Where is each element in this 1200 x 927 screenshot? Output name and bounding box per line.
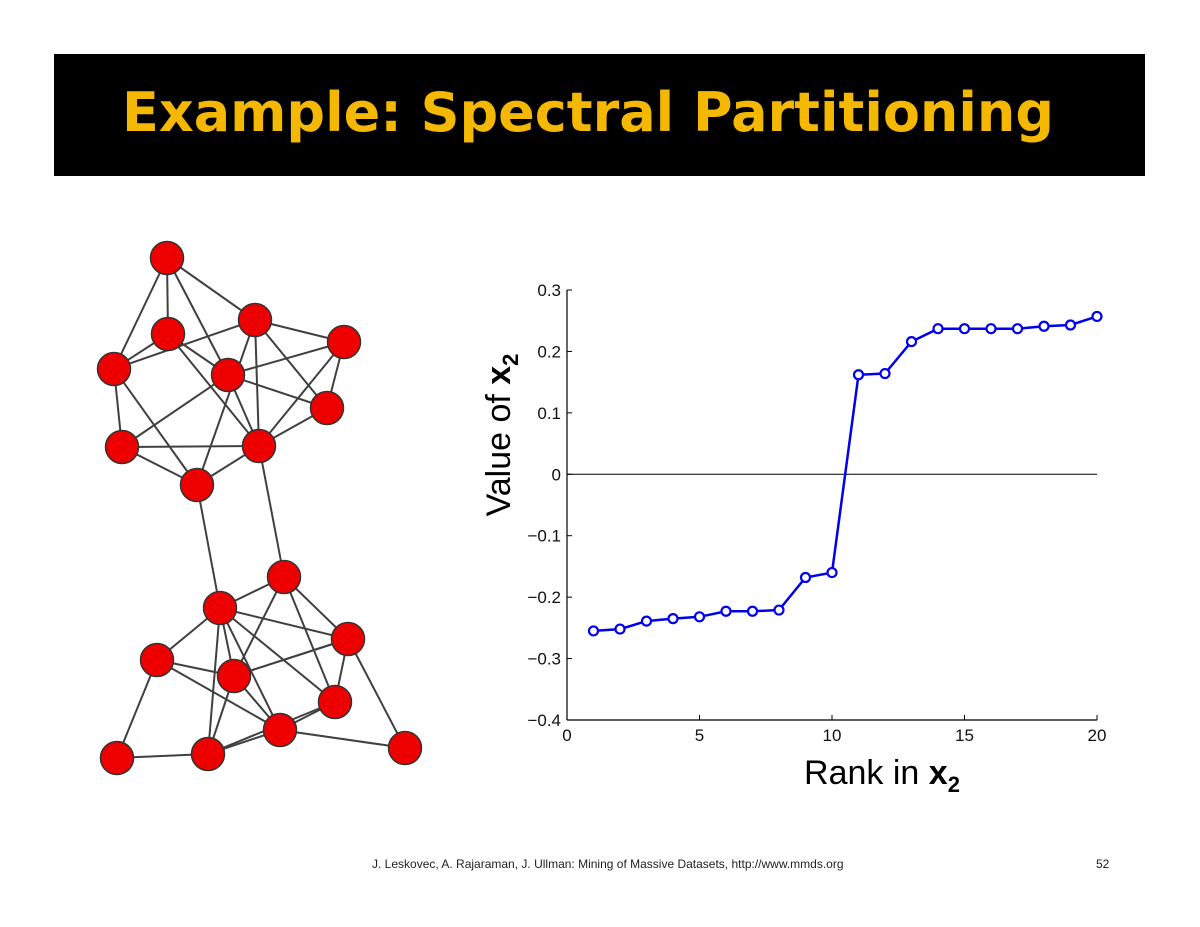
y-tick-label: −0.1 [527, 527, 561, 546]
data-point [773, 604, 785, 616]
chart-series [587, 310, 1103, 637]
graph-edge [347, 638, 406, 749]
graph-edge [121, 374, 229, 448]
y-tick-label: 0.3 [537, 281, 561, 300]
x-tick-label: 15 [955, 726, 974, 745]
graph-edge [233, 638, 349, 677]
graph-edge [219, 607, 281, 731]
data-point [799, 571, 812, 584]
page-number: 52 [1096, 857, 1110, 871]
graph-edge [233, 576, 285, 677]
graph-edge [167, 333, 260, 447]
graph-node [179, 467, 215, 503]
graph-node [317, 684, 353, 720]
y-tick-label: 0.1 [537, 404, 561, 423]
graph-edge [227, 341, 345, 376]
graph-node [104, 429, 140, 465]
data-point [985, 323, 997, 335]
graph-edge [219, 607, 349, 640]
graph-nodes [96, 240, 423, 776]
chart-axes [566, 290, 1097, 721]
graph-edge [207, 607, 221, 755]
data-point [1011, 323, 1024, 335]
graph-node [190, 736, 226, 772]
graph-node [96, 351, 132, 387]
graph-node [202, 590, 238, 626]
data-point [1064, 319, 1077, 331]
data-point [720, 605, 732, 617]
graph-edge [196, 484, 221, 609]
y-axis-label-text: Value of [480, 385, 518, 517]
data-point [1038, 320, 1050, 332]
data-point [826, 566, 838, 579]
data-point [932, 323, 944, 335]
graph-edge [227, 374, 328, 409]
graph-edge [254, 319, 328, 409]
graph-edge [116, 659, 158, 759]
series-line [593, 315, 1098, 633]
data-point [879, 367, 891, 380]
x-axis-label: Rank in x2 [804, 754, 960, 797]
footer-citation: J. Leskovec, A. Rajaraman, J. Ullman: Mi… [372, 857, 844, 871]
title-bar: Example: Spectral Partitioning [54, 54, 1145, 176]
slide-title: Example: Spectral Partitioning [122, 81, 1054, 144]
graph-node [330, 621, 366, 657]
graph-edge [279, 729, 406, 749]
graph-node [326, 324, 362, 360]
chart-ticks: 0.30.20.10−0.1−0.2−0.3−0.40 5 10 15 20 [527, 281, 1106, 745]
graph-edge [254, 319, 260, 447]
graph-node [216, 658, 252, 694]
data-point [667, 613, 679, 625]
data-point [852, 369, 865, 381]
y-tick-label: −0.2 [527, 588, 561, 607]
graph-edge [113, 368, 198, 486]
graph-edge [156, 659, 281, 731]
graph-edge [113, 319, 256, 370]
graph-edge [258, 445, 285, 578]
y-axis-label-subscript: 2 [498, 354, 523, 366]
data-point [958, 323, 971, 335]
data-point [1091, 310, 1103, 323]
data-point [614, 623, 626, 635]
y-tick-label: −0.4 [527, 711, 561, 730]
graph-edge [121, 445, 260, 448]
x-tick-label: 0 [562, 726, 571, 745]
y-axis-label: Value of x2 [480, 354, 523, 517]
graph-edge [166, 257, 256, 321]
graph-node [309, 390, 345, 426]
graph-edge [219, 607, 336, 703]
y-tick-label: −0.3 [527, 650, 561, 669]
x-tick-label: 10 [823, 726, 842, 745]
data-point [905, 335, 918, 348]
spectral-chart: 0.30.20.10−0.1−0.2−0.3−0.40 5 10 15 20 Value… [480, 281, 1106, 797]
data-point [693, 611, 706, 623]
data-point [587, 625, 600, 637]
graph-node [139, 642, 175, 678]
y-axis-label-variable: x [480, 366, 518, 385]
x-axis-label-subscript: 2 [948, 772, 960, 797]
x-axis-label-variable: x [929, 754, 948, 792]
graph-node [387, 730, 423, 766]
graph-node [99, 740, 135, 776]
graph-edge [196, 319, 256, 486]
graph-node [262, 712, 298, 748]
network-graph [96, 240, 423, 776]
x-axis-label-text: Rank in [804, 754, 929, 792]
graph-node [266, 559, 302, 595]
y-tick-label: 0.2 [537, 342, 561, 361]
graph-node [149, 240, 185, 276]
data-point [640, 615, 653, 627]
x-tick-label: 5 [695, 726, 704, 745]
graph-node [210, 357, 246, 393]
x-tick-label: 20 [1088, 726, 1107, 745]
graph-edge [283, 576, 336, 703]
y-tick-label: 0 [552, 465, 561, 484]
data-point [746, 605, 759, 617]
graph-node [241, 428, 277, 464]
graph-edge [113, 257, 168, 370]
graph-node [237, 302, 273, 338]
graph-node [150, 316, 186, 352]
graph-edge [166, 257, 229, 376]
graph-edge [258, 341, 345, 447]
